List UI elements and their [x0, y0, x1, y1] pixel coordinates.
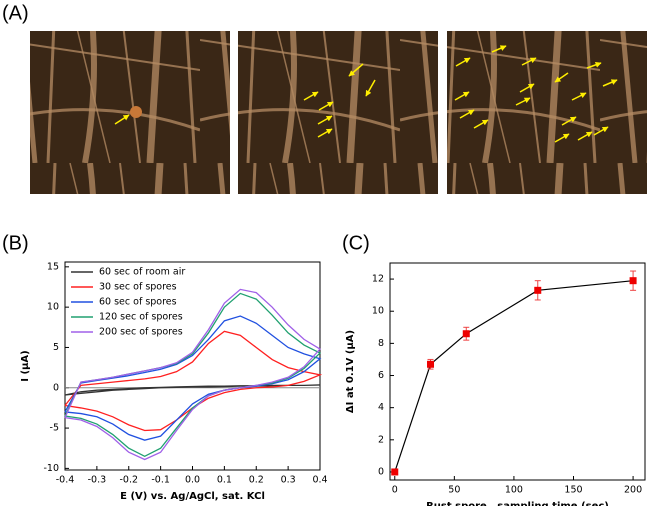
y-tick-label: 12 [372, 274, 384, 285]
panel-label: (B) [2, 232, 29, 254]
arrow [114, 114, 130, 125]
data-point [629, 277, 637, 285]
x-tick-label: 150 [564, 485, 582, 496]
panel-label: (A) [2, 2, 29, 24]
x-tick-label: -0.4 [56, 475, 75, 486]
y-tick-label: 15 [47, 261, 59, 272]
arrow [515, 97, 531, 106]
arrow [348, 63, 364, 77]
arrow [521, 57, 537, 66]
arrow [554, 133, 570, 143]
x-tick-label: -0.3 [88, 475, 107, 486]
y-tick-label: 0 [378, 466, 384, 477]
y-tick-label: -10 [43, 463, 59, 474]
micrograph [30, 31, 230, 194]
arrow [303, 91, 319, 101]
arrow [317, 128, 333, 138]
y-tick-label: 8 [378, 338, 384, 349]
x-tick-label: 0.1 [217, 475, 232, 486]
x-tick-label: 0.2 [249, 475, 264, 486]
legend-label: 200 sec of spores [99, 327, 183, 338]
spore [130, 106, 142, 118]
y-tick-label: 2 [378, 434, 384, 445]
x-tick-label: 0.0 [185, 475, 200, 486]
x-tick-label: 100 [505, 485, 523, 496]
data-point [462, 330, 470, 338]
y-tick-label: 5 [53, 342, 59, 353]
data-line [64, 330, 323, 432]
x-axis-label: Rust spore sampling time (sec) [426, 501, 609, 506]
arrow [454, 91, 470, 101]
y-tick-label: 10 [47, 302, 59, 313]
arrow [571, 92, 587, 101]
plot-frame [389, 262, 646, 481]
arrow [561, 116, 577, 126]
x-tick-label: 50 [448, 485, 460, 496]
panel-label: (C) [342, 232, 370, 254]
arrow [473, 119, 489, 129]
arrow [455, 57, 471, 67]
arrow [586, 61, 602, 69]
arrow [577, 131, 593, 141]
y-tick-label: 6 [378, 370, 384, 381]
legend-label: 60 sec of room air [99, 267, 185, 278]
micrograph [447, 31, 647, 194]
legend-label: 120 sec of spores [99, 312, 183, 323]
plot-frame [64, 261, 321, 471]
data-point [534, 286, 542, 294]
arrow [554, 72, 569, 83]
y-axis-label: I (μA) [20, 350, 31, 381]
x-tick-label: -0.2 [119, 475, 138, 486]
micrograph-image [238, 31, 438, 194]
x-tick-label: 200 [624, 485, 642, 496]
arrow [491, 45, 507, 53]
legend-label: 30 sec of spores [99, 282, 177, 293]
x-tick-label: -0.1 [151, 475, 170, 486]
arrow [365, 79, 376, 97]
data-line [64, 384, 321, 396]
y-axis-label: ΔI at 0.1V (μA) [345, 330, 356, 413]
arrow [593, 126, 609, 136]
arrow [459, 109, 475, 119]
arrow [317, 115, 333, 125]
arrow [602, 79, 618, 87]
data-line [64, 315, 322, 441]
micrograph-image [447, 31, 647, 194]
arrow [519, 83, 535, 93]
micrograph [238, 31, 438, 194]
y-tick-label: 4 [378, 402, 384, 413]
x-tick-label: 0.3 [281, 475, 296, 486]
micrograph-image [30, 31, 230, 194]
y-tick-label: 10 [372, 306, 384, 317]
data-line [64, 288, 322, 461]
x-axis-label: E (V) vs. Ag/AgCl, sat. KCl [120, 491, 265, 502]
x-tick-label: 0 [392, 485, 398, 496]
data-point [391, 468, 399, 476]
legend-label: 60 sec of spores [99, 297, 177, 308]
x-tick-label: 0.4 [312, 475, 327, 486]
data-line [394, 280, 634, 473]
y-tick-label: 0 [53, 382, 59, 393]
y-tick-label: -5 [50, 423, 59, 434]
data-point [427, 360, 435, 368]
arrow [318, 101, 334, 111]
